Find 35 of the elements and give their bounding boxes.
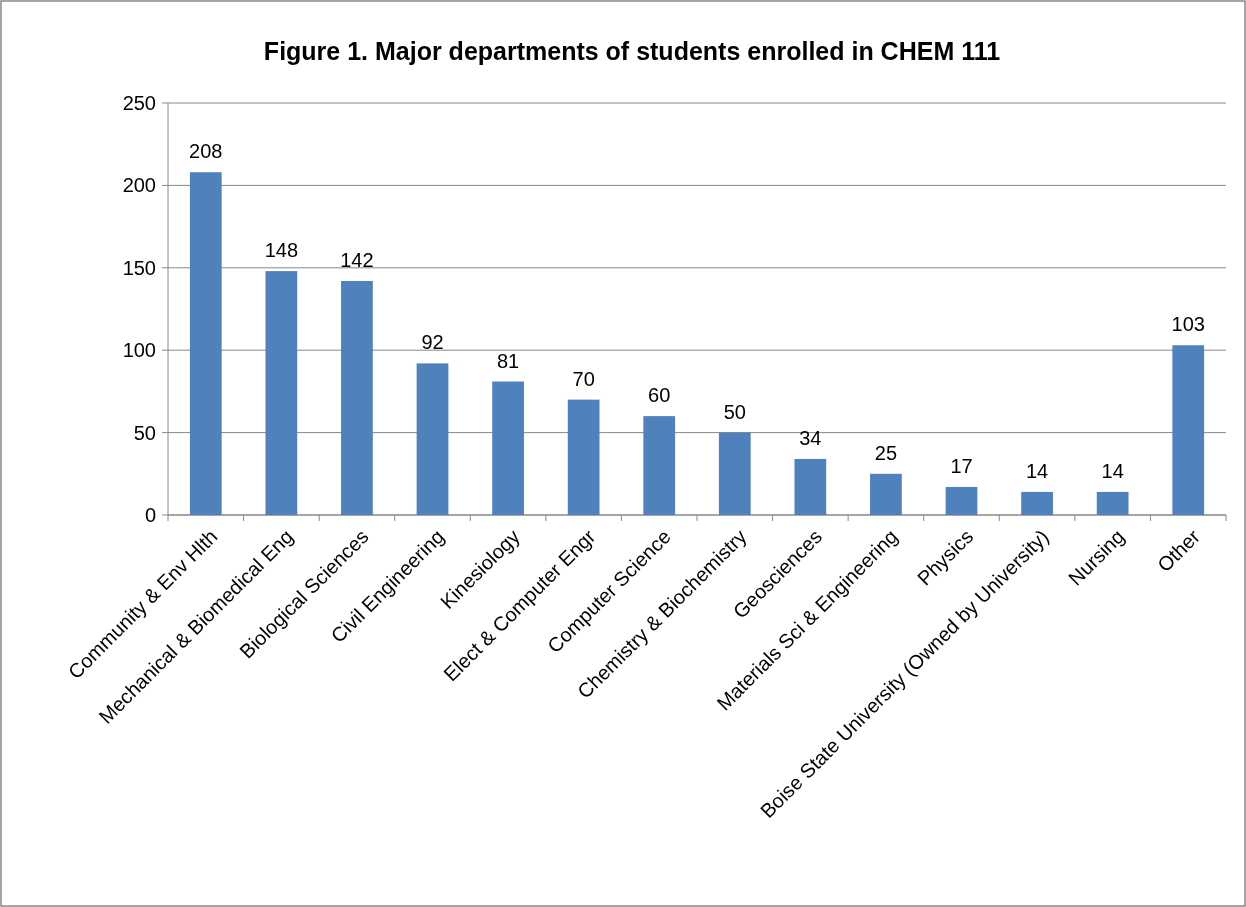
bar [341,280,373,515]
data-label: 92 [421,331,444,354]
y-tick-label: 100 [122,339,156,362]
bar [870,473,902,515]
bar [1172,345,1205,515]
data-label: 14 [1101,459,1124,482]
bar [189,172,222,515]
bar [794,458,827,515]
bar [1096,491,1129,515]
data-label: 14 [1025,459,1049,482]
data-label: 70 [572,367,595,390]
y-tick-label: 0 [144,504,156,526]
bar [492,381,524,515]
bar [416,363,449,515]
bar [945,486,978,515]
bar [643,416,676,515]
data-label: 142 [340,248,374,271]
data-label: 50 [723,400,746,423]
y-tick-label: 50 [133,421,156,444]
y-tick-label: 250 [122,92,156,114]
y-tick-label: 150 [122,256,156,279]
data-label: 17 [950,454,973,477]
data-label: 81 [496,349,520,372]
data-label: 25 [874,441,898,464]
data-label: 208 [189,140,223,163]
bar [1021,491,1053,515]
bar [718,432,751,515]
data-label: 60 [648,384,671,407]
y-tick-label: 200 [122,174,156,197]
bar [567,399,600,515]
chart-title: Figure 1. Major departments of students enrolled in CHEM 111 [263,37,1001,65]
data-label: 34 [799,426,822,449]
bar [265,271,298,515]
data-label: 148 [264,239,299,262]
data-label: 103 [1171,313,1205,336]
